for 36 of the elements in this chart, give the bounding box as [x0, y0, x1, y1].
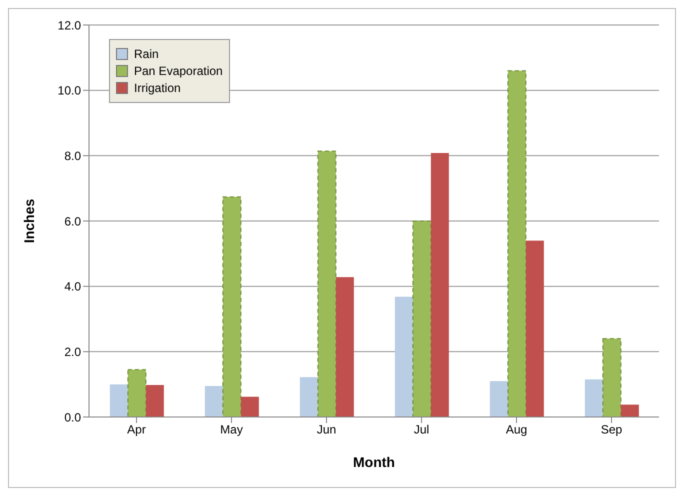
bar [602, 338, 622, 417]
bar [204, 386, 223, 417]
x-tick-label: Jun [316, 422, 336, 437]
y-tick-label: 2.0 [64, 344, 82, 359]
bar [240, 396, 259, 417]
y-tick-label: 12.0 [58, 18, 82, 32]
x-tick-label: Sep [600, 422, 622, 437]
y-tick-label: 0.0 [64, 410, 82, 424]
bar [110, 384, 128, 417]
bar [222, 196, 242, 417]
bar [146, 384, 164, 417]
bar [620, 404, 639, 417]
legend-label: Pan Evaporation [134, 64, 223, 78]
bar [336, 277, 354, 417]
y-tick-label: 6.0 [64, 214, 82, 228]
bar [507, 70, 526, 417]
legend-label: Rain [134, 47, 159, 61]
x-axis-title: Month [353, 454, 395, 470]
bar [526, 240, 544, 417]
bar [412, 220, 432, 417]
x-tick-label: Jul [414, 422, 430, 437]
bar [394, 296, 413, 417]
bar [584, 379, 603, 417]
x-tick-label: Apr [127, 422, 146, 437]
bar [490, 381, 508, 417]
bar [430, 153, 449, 417]
y-tick-label: 10.0 [58, 84, 82, 98]
x-tick-label: May [220, 422, 243, 437]
y-tick-label: 8.0 [64, 148, 82, 163]
y-tick-label: 4.0 [64, 280, 82, 294]
bar [300, 377, 318, 417]
bar [127, 369, 146, 417]
legend-label: Irrigation [134, 81, 181, 95]
bar [317, 150, 336, 417]
y-axis-title: Inches [20, 198, 37, 244]
x-tick-label: Aug [506, 422, 528, 437]
